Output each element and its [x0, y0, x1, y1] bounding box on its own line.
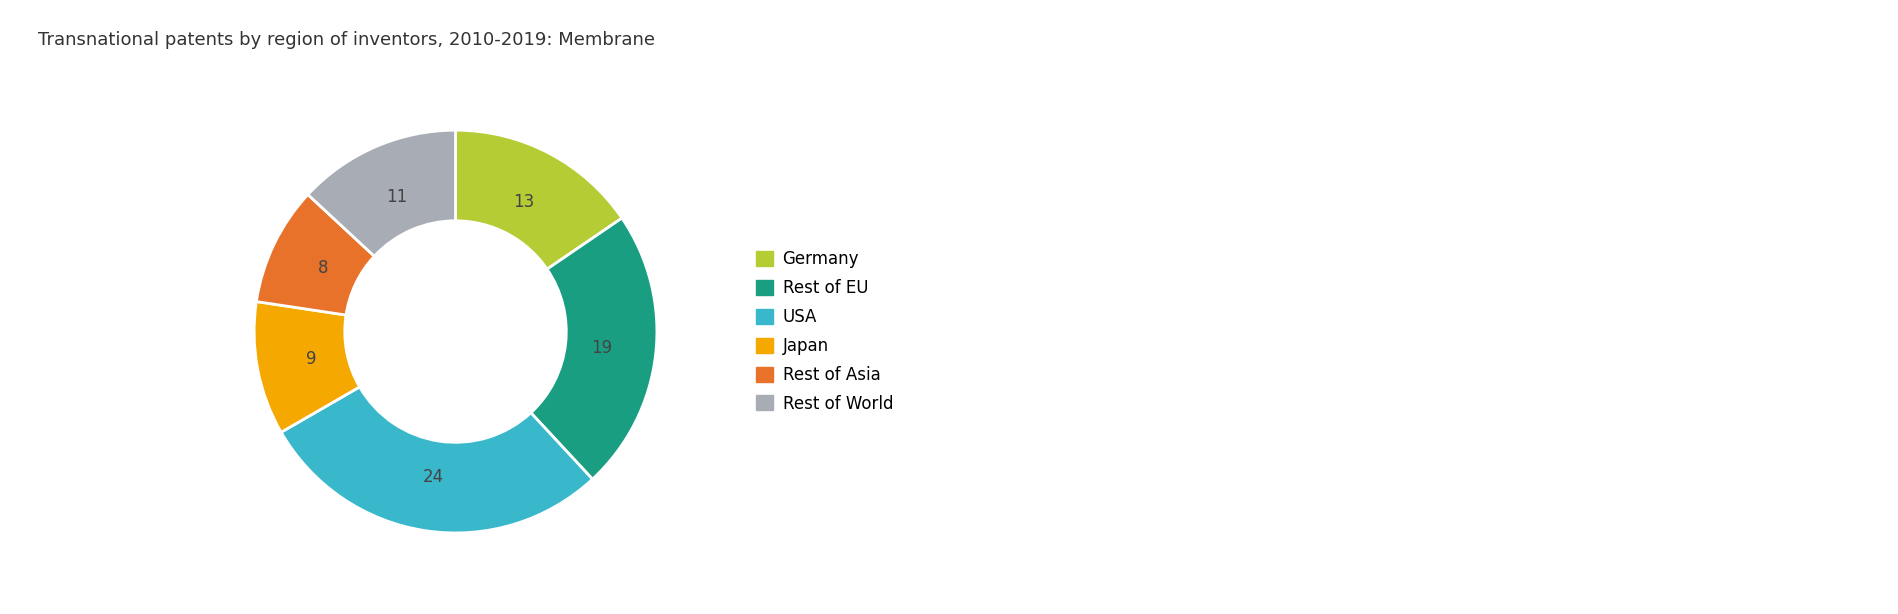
Text: 11: 11 — [385, 188, 408, 206]
Wedge shape — [531, 218, 657, 479]
Text: 9: 9 — [306, 350, 317, 368]
Text: 13: 13 — [514, 193, 535, 211]
Legend: Germany, Rest of EU, USA, Japan, Rest of Asia, Rest of World: Germany, Rest of EU, USA, Japan, Rest of… — [755, 251, 894, 413]
Wedge shape — [254, 301, 359, 432]
Text: 24: 24 — [423, 468, 444, 486]
Text: Transnational patents by region of inventors, 2010-2019: Membrane: Transnational patents by region of inven… — [38, 31, 655, 49]
Text: 19: 19 — [590, 339, 613, 357]
Text: 8: 8 — [317, 258, 328, 277]
Wedge shape — [256, 195, 374, 315]
Wedge shape — [456, 130, 623, 269]
Wedge shape — [281, 387, 592, 533]
Wedge shape — [307, 130, 456, 256]
